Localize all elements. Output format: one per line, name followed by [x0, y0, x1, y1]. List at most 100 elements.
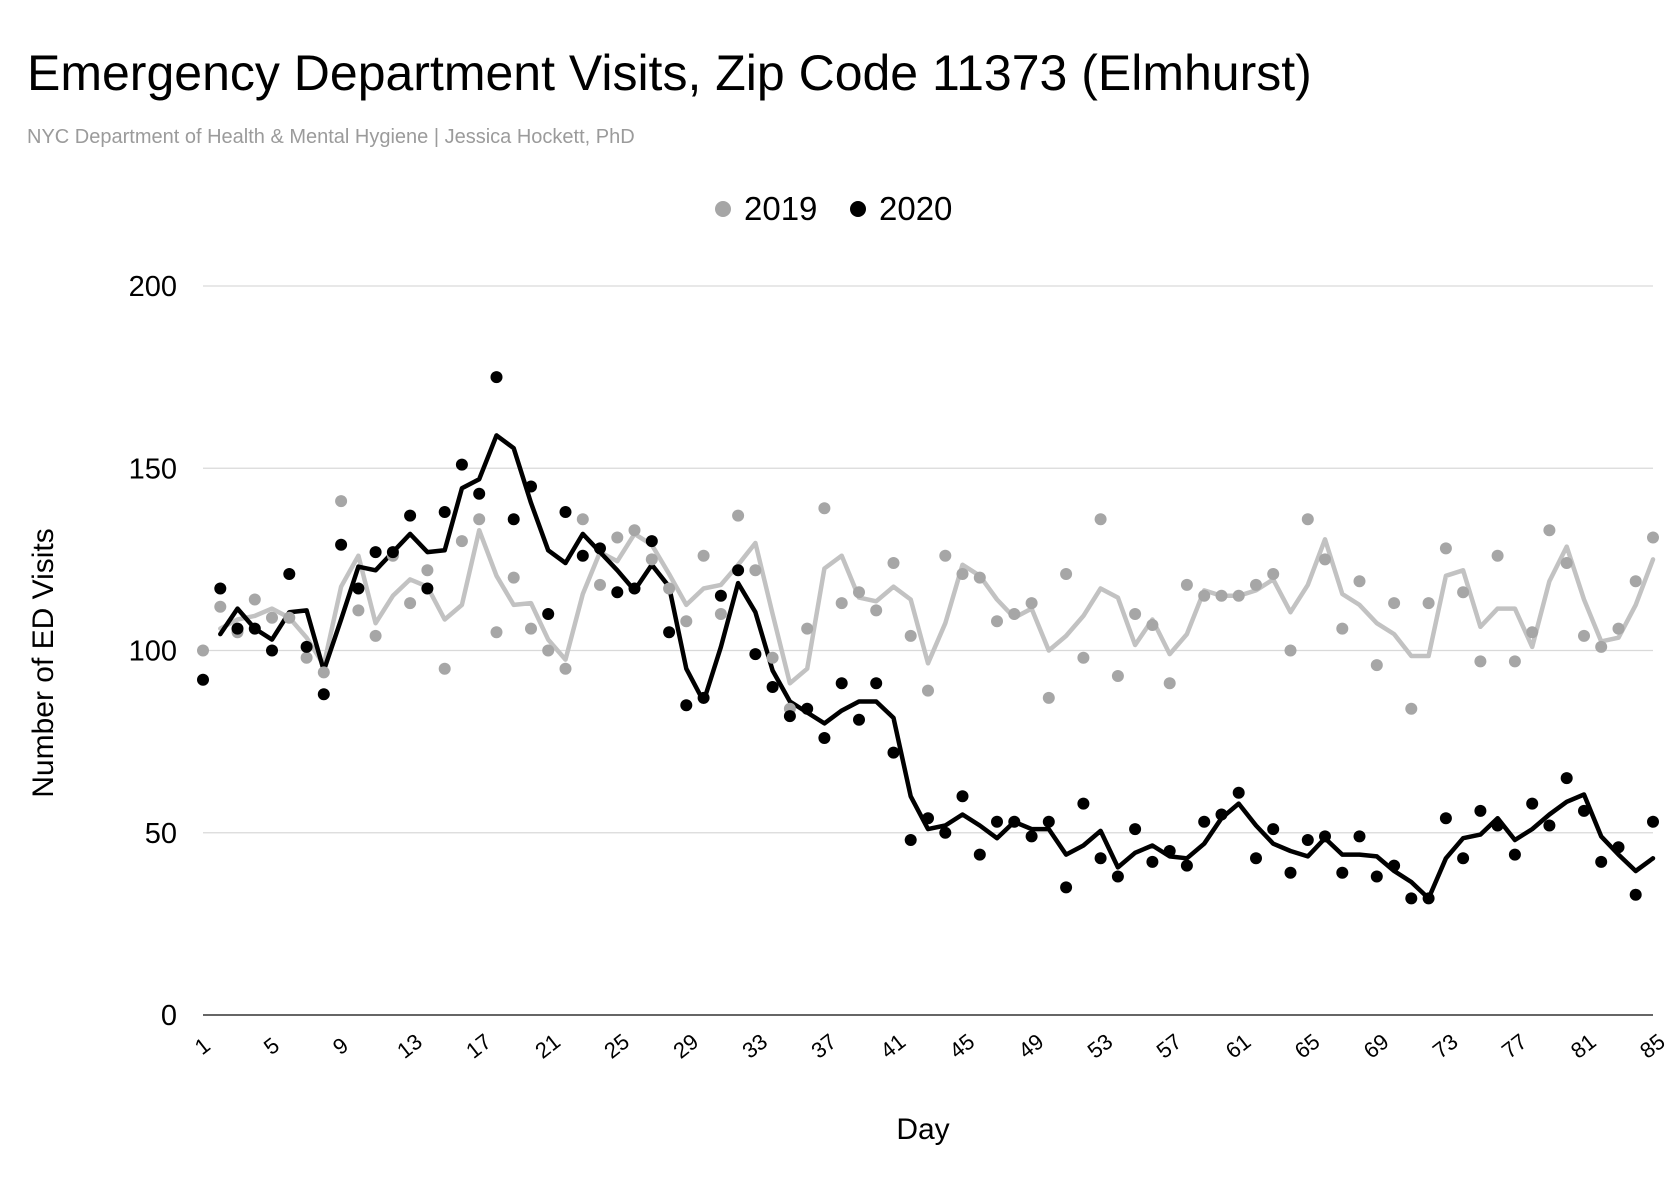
point-2019: [507, 571, 520, 584]
x-tick-label: 81: [1566, 1029, 1601, 1064]
point-2020: [887, 746, 900, 759]
x-tick-label: 9: [328, 1032, 353, 1059]
legend-marker-2019: [715, 201, 731, 217]
point-2020: [455, 458, 468, 471]
point-2019: [1094, 513, 1107, 526]
point-2020: [783, 710, 796, 723]
point-2020: [1232, 786, 1245, 799]
point-2020: [404, 509, 417, 522]
x-tick-label: 25: [599, 1029, 634, 1064]
point-2019: [1301, 513, 1314, 526]
point-2019: [1250, 578, 1262, 591]
x-tick-label: 41: [876, 1029, 911, 1064]
point-2020: [663, 626, 676, 639]
point-2019: [1060, 568, 1073, 580]
point-2019: [801, 622, 814, 635]
point-2020: [1526, 797, 1539, 810]
point-2019: [1508, 655, 1521, 668]
point-2019: [317, 666, 330, 679]
point-2020: [818, 732, 831, 744]
point-2020: [1215, 808, 1228, 821]
x-axis-label: Day: [896, 1113, 949, 1146]
point-2020: [1543, 819, 1556, 832]
moving-average-lines: [218, 433, 1656, 901]
x-tick-label: 65: [1290, 1029, 1325, 1064]
point-2020: [697, 691, 710, 704]
point-2020: [766, 681, 779, 693]
x-tick-label: 49: [1014, 1029, 1049, 1064]
point-2019: [594, 578, 606, 591]
trendline-2019: [218, 527, 1656, 686]
point-2020: [1370, 870, 1383, 883]
point-2019: [611, 531, 624, 544]
legend-label-2019: 2019: [744, 190, 817, 227]
point-2019: [1336, 622, 1349, 635]
trendline-2020: [218, 433, 1656, 901]
point-2019: [404, 597, 417, 610]
point-2019: [1111, 670, 1124, 682]
point-2020: [214, 582, 227, 595]
point-2020: [197, 673, 209, 686]
point-2020: [973, 848, 986, 861]
x-tick-label: 5: [259, 1032, 284, 1059]
point-2019: [818, 502, 831, 515]
point-2020: [922, 812, 934, 825]
point-2019: [214, 600, 227, 613]
point-2020: [1025, 830, 1038, 843]
point-2020: [749, 648, 762, 661]
point-2019: [576, 513, 589, 526]
point-2019: [335, 495, 348, 508]
point-2020: [248, 622, 261, 635]
point-2019: [1422, 597, 1435, 610]
point-2019: [697, 549, 710, 562]
point-2019: [197, 644, 209, 657]
point-2019: [1543, 524, 1556, 537]
x-tick-label: 69: [1359, 1029, 1394, 1064]
point-2020: [283, 568, 296, 580]
point-2019: [1232, 589, 1245, 602]
point-2019: [559, 662, 572, 675]
point-2019: [680, 615, 693, 628]
gridlines: [203, 285, 1653, 1016]
point-2019: [1129, 608, 1142, 620]
point-2020: [1388, 859, 1401, 872]
x-tick-label: 73: [1428, 1029, 1463, 1064]
point-2019: [266, 611, 278, 624]
point-2019: [1474, 655, 1487, 668]
x-tick-label: 17: [461, 1029, 496, 1064]
point-2019: [991, 615, 1003, 628]
y-tick-label: 100: [129, 636, 177, 668]
point-2019: [248, 593, 261, 606]
point-2020: [1612, 841, 1625, 854]
x-tick-label: 37: [806, 1029, 841, 1064]
point-2020: [317, 688, 330, 701]
point-2020: [1077, 797, 1090, 810]
point-2020: [956, 790, 969, 803]
point-2020: [559, 506, 572, 518]
point-2020: [490, 371, 503, 384]
x-tick-label: 21: [530, 1029, 565, 1064]
point-2019: [645, 553, 658, 566]
point-2020: [1111, 870, 1124, 883]
point-2020: [1422, 892, 1435, 905]
chart-subtitle: NYC Department of Health & Mental Hygien…: [27, 126, 635, 148]
point-2020: [853, 713, 865, 726]
point-2020: [335, 538, 348, 551]
point-2019: [1595, 640, 1608, 653]
point-2019: [1370, 659, 1383, 672]
point-2019: [438, 662, 451, 675]
point-2019: [455, 535, 468, 548]
point-2019: [1491, 549, 1504, 562]
point-2020: [1353, 830, 1366, 843]
y-tick-label: 50: [145, 818, 177, 850]
point-2019: [766, 651, 779, 664]
point-2020: [801, 702, 814, 715]
point-2019: [1180, 578, 1193, 591]
x-tick-label: 33: [737, 1029, 772, 1064]
point-2020: [300, 640, 313, 653]
point-2020: [1439, 812, 1452, 825]
point-2019: [1526, 626, 1539, 639]
point-2020: [1301, 834, 1314, 846]
point-2019: [835, 597, 848, 610]
point-2020: [1042, 815, 1055, 828]
